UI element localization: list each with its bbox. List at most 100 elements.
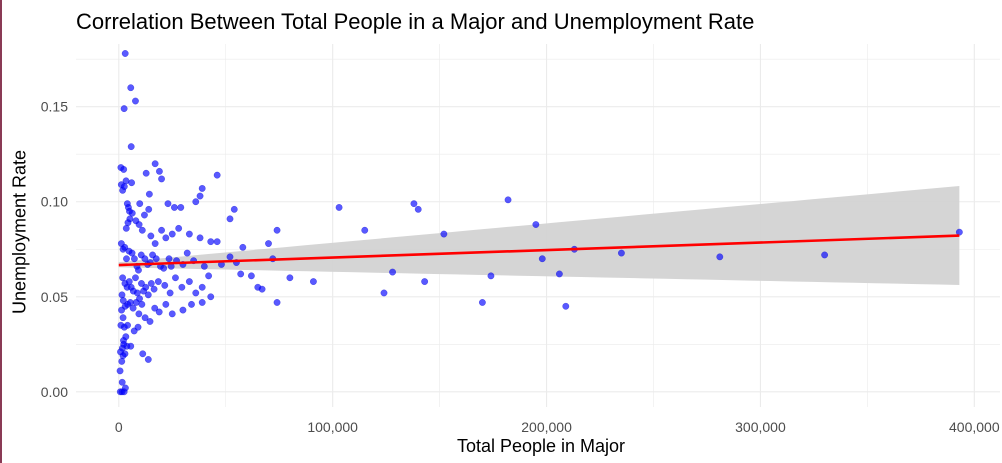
data-point [129,304,137,312]
data-point [198,299,206,306]
data-point [196,192,204,200]
data-point [132,299,140,306]
data-point [130,255,138,263]
y-tick-label: 0.00 [41,384,68,400]
y-tick-label: 0.15 [41,99,68,115]
data-point [200,262,208,270]
y-tick-label: 0.10 [41,194,68,210]
data-point [213,171,221,179]
data-point [237,270,245,278]
data-point [239,243,247,251]
data-point [132,97,139,105]
data-point [118,357,126,365]
data-point [118,378,126,386]
x-tick-label: 200,000 [521,419,572,435]
data-point [179,306,187,314]
window-edge [0,0,2,463]
data-point [185,278,193,286]
data-point [160,264,168,272]
data-point [118,291,126,299]
data-point [205,272,213,280]
data-point [145,205,153,213]
data-point [265,240,272,248]
data-point [380,289,388,297]
data-point [119,274,127,282]
data-point [335,203,343,211]
data-point [133,289,141,297]
data-point [414,205,422,213]
data-point [178,283,186,291]
data-point [198,184,206,192]
data-point [138,226,146,234]
data-point [119,314,127,322]
data-point [168,310,176,318]
data-point [116,367,124,375]
x-tick-label: 100,000 [307,419,358,435]
data-point [177,203,185,211]
trend-line [118,234,960,267]
data-point [532,221,540,228]
data-point [421,278,429,286]
data-point [127,84,135,92]
data-point [128,249,136,257]
x-tick-label: 400,000 [949,419,1000,435]
scatter-points [116,50,963,396]
data-point [207,293,215,301]
data-point [213,238,221,246]
data-point [135,266,142,274]
data-point [230,205,238,213]
axis-ticks: 0 100,000 200,000 300,000 400,000 0.00 0.05 0.1… [41,99,1000,435]
x-axis-label: Total People in Major [456,436,626,456]
data-point [487,272,495,280]
data-point [170,203,178,211]
data-point [155,308,163,316]
y-tick-label: 0.05 [41,289,68,305]
regression-line [118,234,960,267]
data-point [555,270,563,278]
x-tick-label: 0 [115,419,123,435]
data-point [124,321,131,329]
data-point [120,165,128,173]
data-point [139,350,147,358]
x-tick-label: 300,000 [735,419,786,435]
data-point [410,200,418,208]
confidence-band-area [118,185,960,285]
data-point [120,183,128,190]
data-point [175,224,183,232]
data-point [207,238,215,246]
data-point [286,274,294,282]
data-point [121,243,129,251]
data-point [128,209,136,217]
data-point [158,175,166,183]
data-point [309,278,317,286]
data-point [150,285,158,293]
data-point [151,304,159,312]
chart-title: Correlation Between Total People in a Ma… [76,9,755,34]
y-axis-label: Unemployment Rate [9,149,30,315]
data-point [117,348,124,356]
data-point [162,300,170,308]
data-point [127,342,135,350]
data-point [147,232,155,240]
data-point [146,318,154,325]
data-point [183,249,191,257]
data-point [138,300,146,308]
data-point [955,228,963,236]
data-point [142,283,150,291]
data-point [155,167,163,175]
data-point [141,255,149,263]
data-point [172,274,179,282]
data-point [158,226,166,234]
data-point [478,299,486,306]
data-point [273,299,281,306]
data-point [136,200,144,208]
data-point [141,314,149,322]
data-point [196,234,204,242]
data-point [140,211,148,219]
data-point [247,272,255,280]
data-point [145,190,153,198]
data-point [617,249,625,257]
data-point [152,255,160,263]
data-point [127,143,135,151]
data-point [151,240,159,248]
